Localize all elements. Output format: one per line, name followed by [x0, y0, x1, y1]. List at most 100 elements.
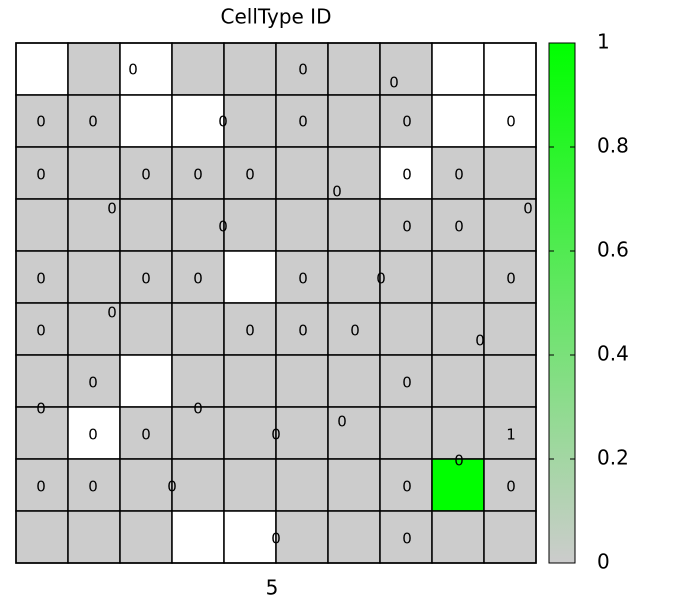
- cell-label: 0: [245, 322, 255, 340]
- cell-label: 0: [36, 322, 46, 340]
- cell: [171, 250, 225, 304]
- cell: [119, 406, 173, 460]
- cell-label: 0: [402, 478, 412, 496]
- cell-label: 0: [389, 74, 399, 92]
- cell: [67, 42, 121, 96]
- cell: [223, 94, 277, 148]
- cell: [275, 354, 329, 408]
- cell-label: 0: [523, 200, 533, 218]
- cell: [275, 42, 329, 96]
- cell: [431, 146, 485, 200]
- cell: [327, 94, 381, 148]
- cell: [379, 250, 433, 304]
- cell: [275, 510, 329, 564]
- cell: [119, 510, 173, 564]
- cell: [327, 146, 381, 200]
- cell: [171, 94, 225, 148]
- cell-label: 0: [506, 270, 516, 288]
- cell-label: 0: [193, 166, 203, 184]
- cell: [275, 406, 329, 460]
- cell-label: 0: [88, 374, 98, 392]
- field-border: [15, 42, 537, 564]
- cell-label: 0: [193, 400, 203, 418]
- cell-label: 0: [298, 322, 308, 340]
- cell: [379, 406, 433, 460]
- cell: [327, 250, 381, 304]
- cell-label: 0: [36, 478, 46, 496]
- cell-label: 0: [350, 322, 360, 340]
- cell-label: 0: [141, 426, 151, 444]
- cell: [119, 250, 173, 304]
- cell: [171, 458, 225, 512]
- cell: [327, 354, 381, 408]
- cell-label: 0: [141, 270, 151, 288]
- cell-label: 0: [454, 218, 464, 236]
- cell: [171, 198, 225, 252]
- cell-label: 0: [298, 113, 308, 131]
- cell-label: 0: [36, 113, 46, 131]
- cell-label: 0: [141, 166, 151, 184]
- cell: [379, 510, 433, 564]
- cell: [67, 250, 121, 304]
- cell: [223, 354, 277, 408]
- cell-label: 0: [298, 61, 308, 79]
- cell: [171, 510, 225, 564]
- cell-label: 0: [88, 426, 98, 444]
- cell: [223, 510, 277, 564]
- cell: [431, 250, 485, 304]
- cell-label: 0: [376, 270, 386, 288]
- cell-label: 0: [402, 166, 412, 184]
- cell: [483, 250, 537, 304]
- cell: [15, 42, 69, 96]
- cell-label: 0: [193, 270, 203, 288]
- cell: [171, 302, 225, 356]
- cell-label: 0: [475, 332, 485, 350]
- cell: [431, 94, 485, 148]
- cell-label: 0: [107, 304, 117, 322]
- cell: [67, 354, 121, 408]
- cell: [379, 94, 433, 148]
- cell: [67, 146, 121, 200]
- cell: [431, 198, 485, 252]
- cell: [171, 42, 225, 96]
- cell-label: 0: [167, 478, 177, 496]
- cell: [379, 458, 433, 512]
- colorbar-tick-label: 0: [597, 550, 610, 574]
- cell-label: 0: [454, 166, 464, 184]
- cell: [483, 354, 537, 408]
- cell: [15, 510, 69, 564]
- cell-label: 0: [128, 61, 138, 79]
- cell: [223, 198, 277, 252]
- cell: [327, 406, 381, 460]
- cell-label: 0: [88, 113, 98, 131]
- cell: [15, 198, 69, 252]
- cell-label: 0: [337, 413, 347, 431]
- cell: [171, 406, 225, 460]
- colorbar-tick-label: 0.6: [597, 238, 629, 262]
- cell: [15, 250, 69, 304]
- cell: [119, 42, 173, 96]
- cell: [483, 198, 537, 252]
- cell: [327, 510, 381, 564]
- cell: [483, 146, 537, 200]
- cell: [171, 146, 225, 200]
- cell-label: 0: [402, 374, 412, 392]
- cell: [327, 458, 381, 512]
- x-tick-label: 5: [266, 576, 279, 600]
- cell: [119, 354, 173, 408]
- cell-label: 0: [36, 400, 46, 418]
- cell: [223, 458, 277, 512]
- cell: [119, 458, 173, 512]
- cell-label: 0: [218, 218, 228, 236]
- cell-label: 0: [88, 478, 98, 496]
- cell-label: 0: [454, 452, 464, 470]
- chart-title: CellType ID: [221, 5, 332, 29]
- colorbar-tick-label: 0.4: [597, 342, 629, 366]
- cell: [431, 510, 485, 564]
- cell: [327, 198, 381, 252]
- cell: [275, 302, 329, 356]
- cell: [119, 94, 173, 148]
- colorbar-tick-label: 0.8: [597, 134, 629, 158]
- cell: [379, 302, 433, 356]
